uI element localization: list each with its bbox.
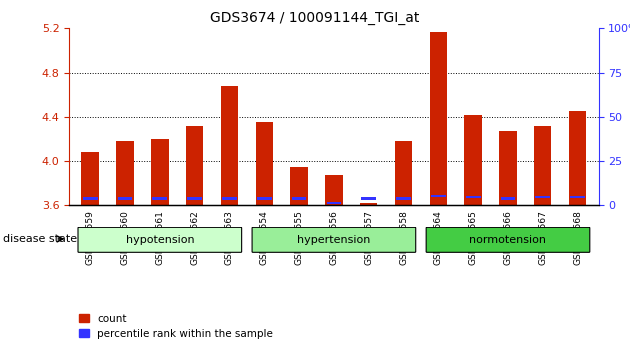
Bar xyxy=(499,131,517,205)
Bar xyxy=(186,126,203,205)
Text: normotension: normotension xyxy=(469,235,546,245)
Bar xyxy=(430,32,447,205)
Bar xyxy=(536,196,550,198)
Bar xyxy=(360,203,377,205)
Bar xyxy=(396,197,411,200)
Bar xyxy=(118,197,132,200)
Bar xyxy=(257,197,272,200)
Bar xyxy=(256,122,273,205)
Bar xyxy=(222,197,237,200)
FancyBboxPatch shape xyxy=(78,227,242,252)
Text: hypotension: hypotension xyxy=(125,235,194,245)
Bar xyxy=(570,196,585,198)
Bar xyxy=(187,197,202,200)
Bar xyxy=(362,197,376,200)
Bar xyxy=(395,141,412,205)
Text: GDS3674 / 100091144_TGI_at: GDS3674 / 100091144_TGI_at xyxy=(210,11,420,25)
Bar xyxy=(464,115,482,205)
Bar xyxy=(151,139,169,205)
Text: hypertension: hypertension xyxy=(297,235,370,245)
Bar xyxy=(326,202,341,205)
FancyBboxPatch shape xyxy=(426,227,590,252)
Text: disease state: disease state xyxy=(3,234,77,244)
Bar xyxy=(292,197,306,200)
Bar xyxy=(117,141,134,205)
Bar xyxy=(220,86,238,205)
FancyBboxPatch shape xyxy=(252,227,416,252)
Bar xyxy=(534,126,551,205)
Bar xyxy=(290,167,308,205)
Bar xyxy=(325,176,343,205)
Bar xyxy=(501,197,515,200)
Bar xyxy=(431,195,446,197)
Bar xyxy=(83,197,98,200)
Legend: count, percentile rank within the sample: count, percentile rank within the sample xyxy=(74,310,277,343)
Bar xyxy=(152,197,167,200)
Bar xyxy=(569,111,587,205)
Bar xyxy=(81,152,99,205)
Bar xyxy=(466,196,481,198)
